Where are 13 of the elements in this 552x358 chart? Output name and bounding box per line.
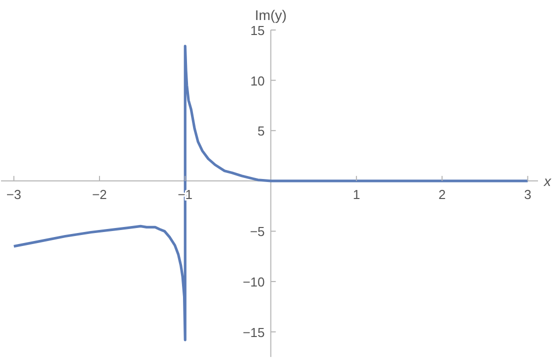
- x-tick-label: 2: [438, 186, 446, 202]
- y-tick-label: 10: [250, 73, 265, 88]
- y-axis-title: Im(y): [254, 7, 287, 23]
- x-tick-label: 3: [524, 186, 532, 202]
- x-tick-label: 1: [352, 186, 360, 202]
- y-tick-label: −15: [242, 324, 265, 340]
- x-axis-title: x: [543, 172, 552, 189]
- y-tick-label: 15: [250, 23, 265, 38]
- y-tick-label: −5: [250, 224, 265, 240]
- y-tick-label: 5: [258, 124, 265, 139]
- x-tick-label: −3: [6, 186, 22, 202]
- x-tick-label: −2: [92, 186, 107, 202]
- y-tick-label: −10: [242, 274, 265, 290]
